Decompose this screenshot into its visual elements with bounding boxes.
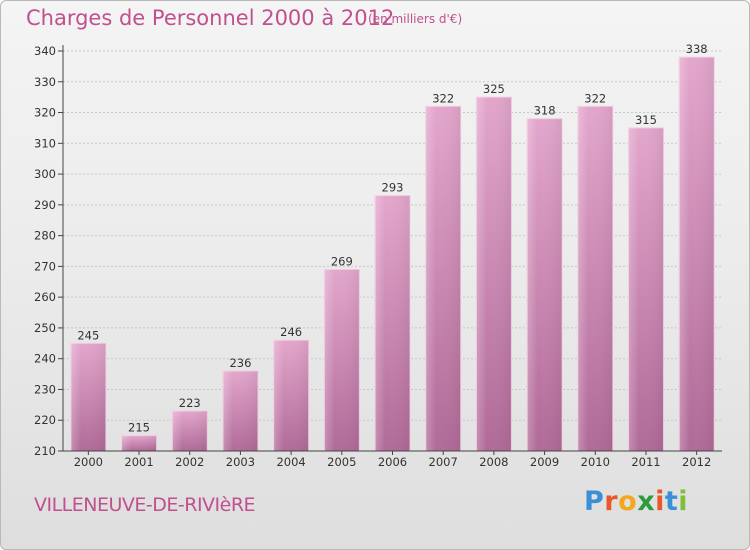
y-tick-label: 260	[34, 290, 56, 304]
data-label: 338	[686, 42, 708, 56]
bar-shine	[70, 343, 106, 451]
logo-letter: P	[584, 486, 605, 517]
x-tick-label: 2007	[429, 455, 458, 469]
chart-subtitle: (en milliers d'€)	[368, 12, 463, 26]
bar-shine	[172, 411, 208, 451]
x-tick-label: 2009	[530, 455, 559, 469]
x-tick-label: 2002	[175, 455, 204, 469]
bar-shine	[577, 106, 613, 451]
y-tick-label: 310	[34, 136, 56, 150]
data-label: 322	[432, 91, 454, 105]
y-tick-label: 330	[34, 75, 56, 89]
data-label: 315	[635, 113, 657, 127]
y-tick-label: 280	[34, 229, 56, 243]
bar-shine	[375, 195, 410, 451]
y-tick-label: 250	[34, 321, 56, 335]
bar-shine	[324, 269, 360, 451]
bar-shine	[121, 435, 157, 451]
data-label: 269	[331, 254, 353, 268]
data-label: 236	[229, 356, 251, 370]
x-tick-label: 2001	[124, 455, 153, 469]
bar-shine	[628, 127, 664, 451]
proxiti-logo: Proxiti	[584, 486, 688, 517]
x-tick-label: 2006	[378, 455, 407, 469]
chart-title: Charges de Personnel 2000 à 2012	[26, 6, 395, 30]
logo-letter: r	[604, 486, 619, 517]
logo-letter: i	[655, 486, 665, 517]
x-tick-label: 2010	[581, 455, 610, 469]
logo-letter: o	[618, 486, 638, 517]
bar-shine	[273, 340, 309, 451]
y-tick-label: 290	[34, 198, 56, 212]
y-tick-label: 340	[34, 44, 56, 58]
logo-letter: t	[664, 486, 679, 517]
y-tick-label: 240	[34, 352, 56, 366]
x-tick-label: 2003	[226, 455, 255, 469]
logo-letter: x	[637, 486, 656, 517]
x-tick-label: 2011	[631, 455, 660, 469]
y-tick-label: 320	[34, 106, 56, 120]
place-name: VILLENEUVE-DE-RIVIèRE	[34, 494, 256, 516]
bar-shine	[476, 97, 512, 452]
data-label: 245	[77, 328, 99, 342]
bar-shine	[527, 118, 563, 451]
data-label: 246	[280, 325, 302, 339]
bar-shine	[679, 57, 715, 452]
y-tick-label: 230	[34, 382, 56, 396]
x-tick-label: 2008	[479, 455, 508, 469]
y-tick-label: 270	[34, 259, 56, 273]
x-tick-label: 2005	[327, 455, 356, 469]
bar-shine	[222, 371, 258, 451]
y-tick-label: 210	[34, 444, 56, 458]
data-label: 325	[483, 82, 505, 96]
y-tick-label: 300	[34, 167, 56, 181]
logo-letter: i	[678, 486, 689, 517]
x-tick-label: 2012	[682, 455, 711, 469]
x-tick-label: 2000	[74, 455, 103, 469]
x-tick-label: 2004	[276, 455, 305, 469]
y-tick-label: 220	[34, 413, 56, 427]
bar-shine	[425, 106, 461, 451]
data-label: 318	[534, 104, 556, 118]
data-label: 293	[382, 181, 404, 195]
data-label: 215	[128, 421, 150, 435]
data-label: 223	[179, 396, 201, 410]
data-label: 322	[584, 91, 606, 105]
